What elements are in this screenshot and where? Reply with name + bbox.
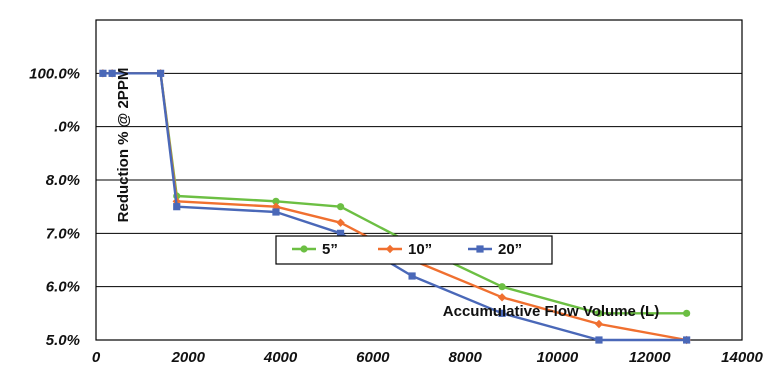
x-axis-title: Accumulative Flow Volume (L) bbox=[443, 303, 659, 320]
data-point bbox=[173, 203, 181, 211]
x-tick-label: 14000 bbox=[721, 349, 763, 366]
x-tick-label: 10000 bbox=[537, 349, 579, 366]
data-point bbox=[683, 309, 691, 317]
x-tick-label: 8000 bbox=[448, 349, 482, 366]
data-point bbox=[498, 309, 506, 317]
axes bbox=[95, 19, 743, 341]
y-tick-label: 6.0% bbox=[46, 279, 80, 296]
tick-labels: 5.0% 6.0% 7.0% 8.0% .0% 100.0% 0 2000 4000 6000 80… bbox=[29, 65, 763, 366]
legend-item-1: 5” bbox=[292, 241, 338, 258]
data-point bbox=[408, 272, 416, 280]
data-point bbox=[336, 203, 345, 211]
y-tick-label: 100.0% bbox=[29, 65, 80, 82]
legend-label: 10” bbox=[408, 241, 432, 258]
y-tick-label: 5.0% bbox=[46, 332, 80, 349]
legend-box bbox=[275, 235, 553, 265]
legend-item-2: 10” bbox=[378, 241, 432, 258]
data-point bbox=[683, 336, 691, 344]
x-tick-label: 6000 bbox=[356, 349, 390, 366]
x-tick-label: 12000 bbox=[629, 349, 671, 366]
y-tick-label: 7.0% bbox=[46, 225, 80, 242]
x-tick-label: 4000 bbox=[263, 349, 298, 366]
y-tick-label: 8.0% bbox=[46, 172, 80, 189]
data-point bbox=[498, 283, 506, 291]
legend-label: 20” bbox=[498, 241, 522, 258]
legend-item-3: 20” bbox=[468, 241, 522, 258]
data-point bbox=[336, 218, 345, 227]
series-1 bbox=[99, 69, 691, 317]
data-point bbox=[272, 208, 280, 216]
data-point bbox=[157, 69, 165, 77]
data-point bbox=[497, 293, 507, 302]
data-point bbox=[595, 336, 603, 344]
plot-frame bbox=[95, 19, 743, 341]
data-point bbox=[336, 229, 345, 237]
data-point bbox=[99, 69, 107, 77]
legend: 5” 10” 20” bbox=[275, 235, 553, 265]
data-point bbox=[272, 197, 280, 205]
series-line bbox=[102, 72, 687, 342]
y-tick-label: .0% bbox=[54, 119, 80, 136]
data-point bbox=[595, 309, 603, 317]
legend-swatch-marker bbox=[476, 245, 484, 253]
data-point bbox=[594, 319, 604, 329]
series-line bbox=[102, 72, 687, 315]
grid-lines bbox=[96, 72, 742, 288]
data-point bbox=[108, 69, 116, 77]
legend-swatch-marker bbox=[300, 245, 308, 253]
series-3 bbox=[99, 69, 691, 344]
series-lines bbox=[98, 69, 691, 345]
x-tick-label: 0 bbox=[92, 349, 101, 366]
legend-label: 5” bbox=[322, 241, 338, 258]
y-axis-title: Reduction % @ 2PPM bbox=[115, 68, 132, 223]
legend-swatch-marker bbox=[385, 244, 395, 254]
x-tick-label: 2000 bbox=[171, 349, 206, 366]
